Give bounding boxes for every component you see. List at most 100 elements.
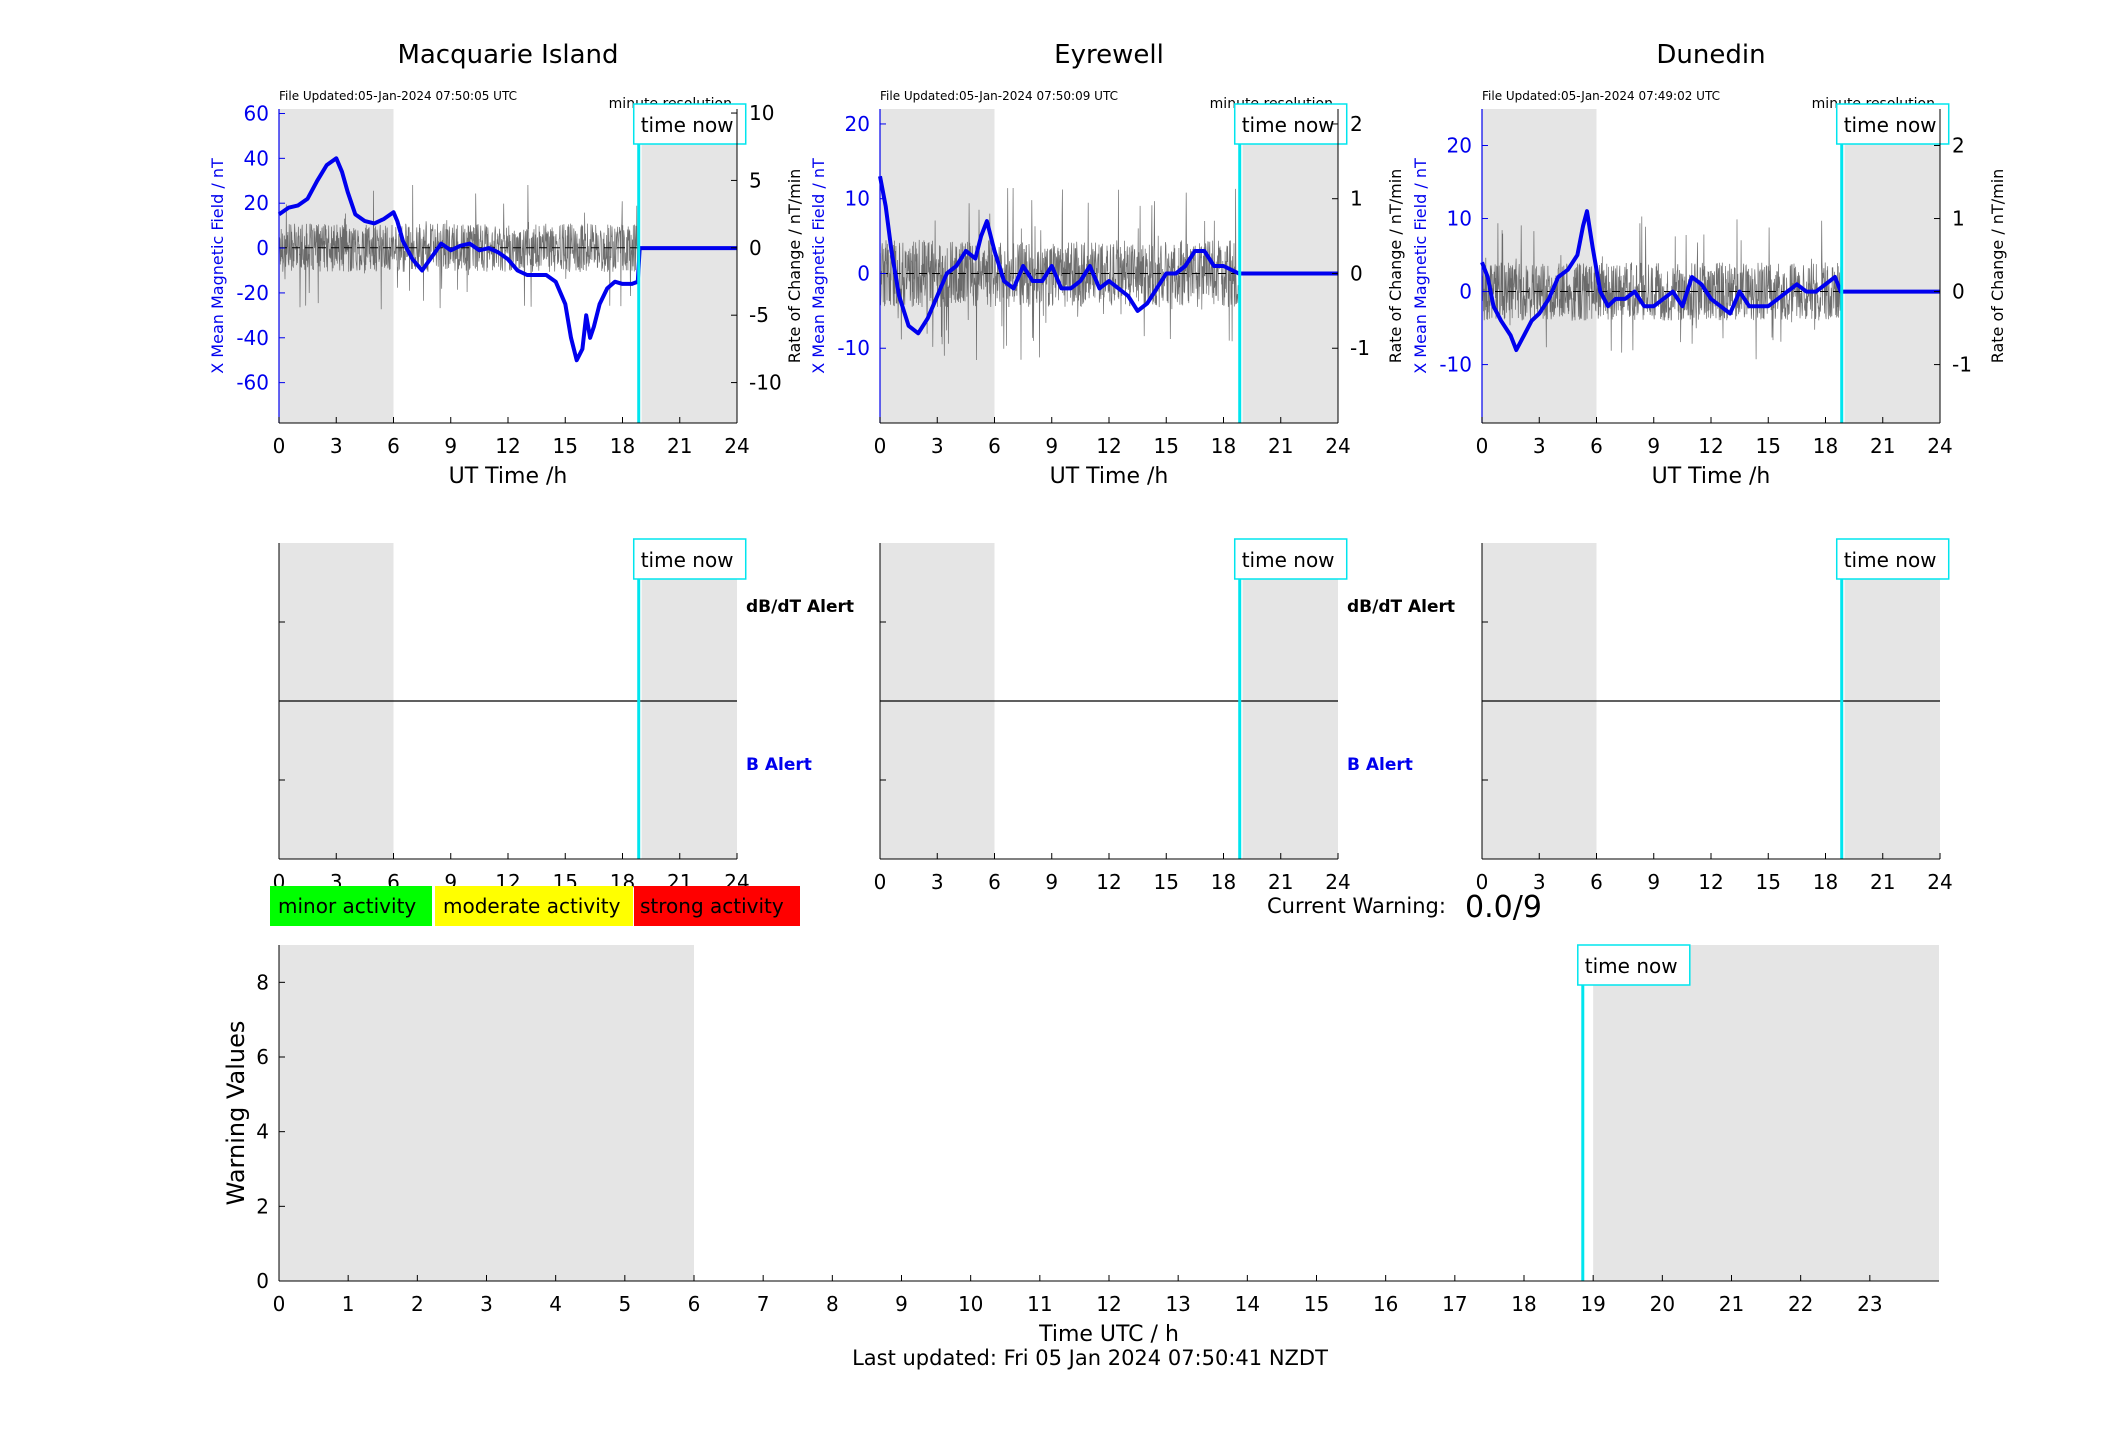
station-3-ylabel-left: X Mean Magnetic Field / nT <box>1411 158 1430 374</box>
warning-night-shade-1 <box>1593 945 1939 1281</box>
warning-x-tick-label: 21 <box>1719 1292 1744 1316</box>
station-3-alert-x-tick-label: 6 <box>1590 870 1603 894</box>
station-3-left-tick-label: 10 <box>1447 207 1472 231</box>
station-1-field-line <box>277 156 737 363</box>
station-2-right-tick-label: 1 <box>1350 187 1363 211</box>
station-1-x-tick-label: 6 <box>387 434 400 458</box>
warning-x-tick-label: 3 <box>480 1292 493 1316</box>
station-1-x-tick-label: 12 <box>495 434 520 458</box>
station-1-right-tick-label: -5 <box>749 303 769 327</box>
station-3-alert-time-now-label: time now <box>1844 548 1937 572</box>
station-2-alert-x-tick-label: 9 <box>1045 870 1058 894</box>
last-updated: Last updated: Fri 05 Jan 2024 07:50:41 N… <box>852 1346 1328 1370</box>
activity-legend: minor activity moderate activity strong … <box>270 886 800 926</box>
warning-x-tick-label: 4 <box>549 1292 562 1316</box>
warning-time-now-label: time now <box>1585 954 1678 978</box>
station-1-ylabel-right: Rate of Change / nT/min <box>785 169 804 364</box>
station-3-alert-x-tick-label: 18 <box>1813 870 1838 894</box>
station-2-alert-x-tick-label: 15 <box>1154 870 1179 894</box>
warning-y-tick-label: 2 <box>256 1194 269 1218</box>
station-1-x-tick-label: 24 <box>724 434 749 458</box>
warning-x-tick-label: 2 <box>411 1292 424 1316</box>
station-3-alert-x-tick-label: 9 <box>1647 870 1660 894</box>
warning-x-tick-label: 14 <box>1235 1292 1260 1316</box>
station-2-left-tick-label: 20 <box>845 112 870 136</box>
station-3-alert-x-tick-label: 12 <box>1698 870 1723 894</box>
station-2-xlabel: UT Time /h <box>1050 464 1169 489</box>
station-1-right-tick-label: 0 <box>749 236 762 260</box>
warning-x-tick-label: 12 <box>1096 1292 1121 1316</box>
station-3-x-tick-label: 9 <box>1647 434 1660 458</box>
station-3-x-tick-label: 3 <box>1533 434 1546 458</box>
station-2-right-tick-label: -1 <box>1350 336 1370 360</box>
station-2-alert-x-tick-label: 0 <box>874 870 887 894</box>
station-1-left-tick-label: 60 <box>244 101 269 125</box>
station-3-alert-panel: time now 0 3 6 9 12 15 18 21 24 <box>1476 538 1953 894</box>
station-1-night-shade-1 <box>641 109 737 423</box>
current-warning-label: Current Warning: <box>1267 894 1446 918</box>
warning-ylabel: Warning Values <box>222 1021 250 1206</box>
station-3-x-tick-label: 0 <box>1476 434 1489 458</box>
station-1-x-tick-label: 3 <box>330 434 343 458</box>
station-2-left-tick-label: 0 <box>857 261 870 285</box>
station-2-x-tick-label: 12 <box>1096 434 1121 458</box>
station-3-x-tick-label: 15 <box>1756 434 1781 458</box>
warning-night-shade-0 <box>279 945 694 1281</box>
warning-x-tick-label: 11 <box>1027 1292 1052 1316</box>
station-3-alert-time-now-box <box>1835 538 1950 580</box>
station-3-alert-x-tick-label: 21 <box>1870 870 1895 894</box>
station-2-time-now-label: time now <box>1242 113 1335 137</box>
station-3-x-tick-label: 6 <box>1590 434 1603 458</box>
station-1-left-tick-label: 40 <box>244 146 269 170</box>
station-1-x-tick-label: 9 <box>444 434 457 458</box>
station-3-x-tick-label: 12 <box>1698 434 1723 458</box>
station-3-left-tick-label: 20 <box>1447 134 1472 158</box>
station-1-left-tick-label: -60 <box>236 371 269 395</box>
station-2-right-tick-label: 0 <box>1350 261 1363 285</box>
alert-panels: time now 0 3 6 9 12 15 18 21 24 dB/dT Alert B Alert… <box>273 538 1953 894</box>
station-2-x-tick-label: 15 <box>1154 434 1179 458</box>
station-2-file-updated: File Updated:05-Jan-2024 07:50:09 UTC <box>880 89 1118 103</box>
station-1-xlabel: UT Time /h <box>449 464 568 489</box>
station-2-field-line <box>878 175 1338 336</box>
warning-x-tick-label: 23 <box>1857 1292 1882 1316</box>
station-2-night-shade-1 <box>1242 109 1338 423</box>
station-3-left-tick-label: -10 <box>1439 353 1472 377</box>
station-panels: Macquarie Island File Updated:05-Jan-2024… <box>208 40 2007 489</box>
legend-strong-label: strong activity <box>640 894 784 918</box>
station-1-x-tick-label: 21 <box>667 434 692 458</box>
station-1-time-now-box <box>632 103 747 145</box>
warning-x-tick-label: 10 <box>958 1292 983 1316</box>
station-2-alert-x-tick-label: 12 <box>1096 870 1121 894</box>
station-1-left-tick-label: 20 <box>244 191 269 215</box>
station-3-xlabel: UT Time /h <box>1652 464 1771 489</box>
station-3-title: Dunedin <box>1656 40 1765 70</box>
legend-moderate-label: moderate activity <box>443 894 621 918</box>
legend-strong-box <box>634 886 800 926</box>
station-1-b-alert-label: B Alert <box>746 755 812 775</box>
warning-y-tick-label: 6 <box>256 1045 269 1069</box>
warning-x-tick-label: 22 <box>1788 1292 1813 1316</box>
warning-y-tick-label: 0 <box>256 1269 269 1293</box>
station-3-panel: Dunedin File Updated:05-Jan-2024 07:49:02… <box>1411 40 2007 489</box>
warning-x-tick-label: 19 <box>1580 1292 1605 1316</box>
current-warning-value: 0.0/9 <box>1465 890 1542 925</box>
station-3-left-tick-label: 0 <box>1459 280 1472 304</box>
station-3-x-tick-label: 18 <box>1813 434 1838 458</box>
station-2-x-tick-label: 18 <box>1211 434 1236 458</box>
warning-y-tick-label: 4 <box>256 1120 269 1144</box>
station-2-dbdt-alert-label: dB/dT Alert <box>1347 597 1455 617</box>
station-3-time-now-box <box>1835 103 1950 145</box>
station-2-x-tick-label: 3 <box>931 434 944 458</box>
station-2-alert-x-tick-label: 24 <box>1325 870 1350 894</box>
station-2-ylabel-left: X Mean Magnetic Field / nT <box>809 158 828 374</box>
station-2-title: Eyrewell <box>1054 40 1164 70</box>
warning-x-tick-label: 5 <box>618 1292 631 1316</box>
station-3-alert-x-tick-label: 0 <box>1476 870 1489 894</box>
station-1-rate-of-change-line <box>278 184 640 310</box>
station-1-right-tick-label: 10 <box>749 101 774 125</box>
station-3-ylabel-right: Rate of Change / nT/min <box>1988 169 2007 364</box>
station-2-ylabel-right: Rate of Change / nT/min <box>1386 169 1405 364</box>
warning-x-tick-label: 16 <box>1373 1292 1398 1316</box>
